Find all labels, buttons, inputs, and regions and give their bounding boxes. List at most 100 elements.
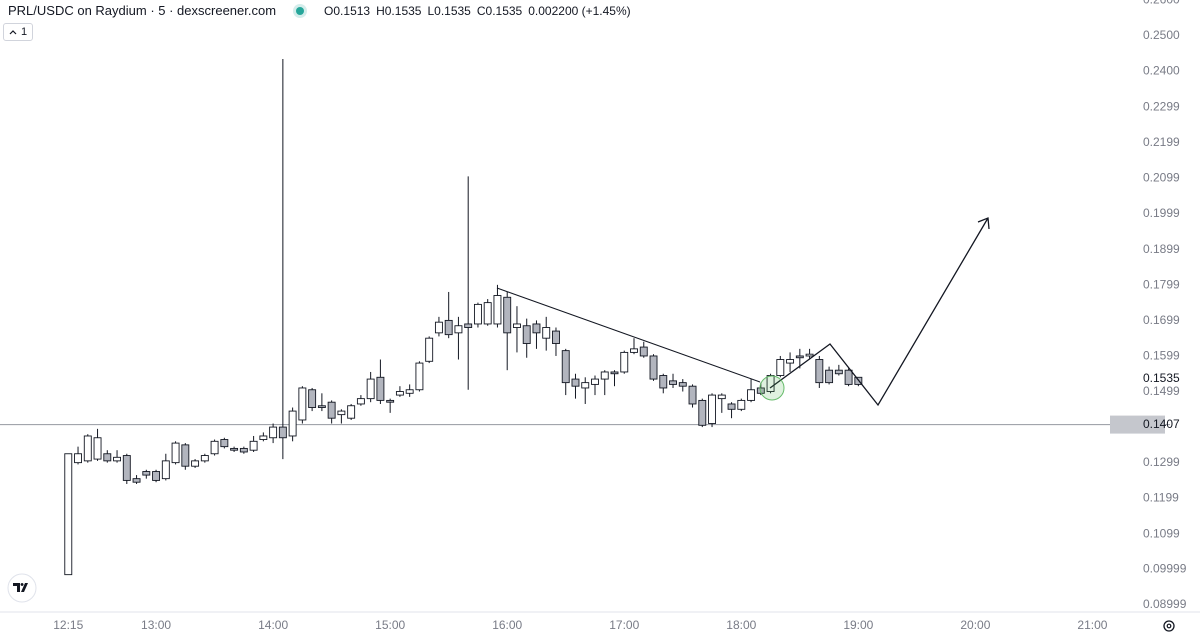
candle-body	[366, 378, 375, 400]
candle-body	[386, 399, 395, 403]
candle	[425, 336, 434, 364]
candle	[356, 395, 365, 406]
candle	[337, 409, 346, 424]
candle-body	[317, 405, 326, 408]
candle	[717, 393, 726, 413]
candle-body	[122, 455, 131, 481]
ohlc-item: L0.1535	[427, 4, 471, 18]
ohlc-item: H0.1535	[376, 4, 422, 18]
candle-body	[766, 375, 775, 392]
candle	[249, 435, 258, 452]
candle-body	[200, 455, 209, 462]
candle	[561, 348, 570, 396]
candle-body	[230, 447, 239, 451]
candle-body	[249, 440, 258, 451]
candle-body	[727, 403, 736, 410]
candle	[649, 354, 658, 381]
candle-body	[708, 394, 716, 424]
candle-body	[542, 327, 551, 339]
candle-body	[639, 346, 648, 357]
candle	[259, 432, 268, 442]
candle-body	[327, 401, 336, 419]
candle	[766, 373, 775, 394]
candle-body	[825, 369, 834, 384]
chevron	[9, 30, 17, 35]
candle	[571, 373, 580, 399]
candle-body	[747, 389, 756, 401]
candle-body	[395, 391, 404, 396]
candle-body	[239, 447, 248, 453]
candle	[600, 370, 609, 396]
candle-body	[454, 325, 463, 334]
candle-body	[552, 330, 560, 344]
candle-body	[425, 337, 434, 362]
candle	[513, 306, 521, 353]
candle	[308, 387, 317, 412]
ohlc-item: 0.002200 (+1.45%)	[528, 4, 631, 18]
ohlc-legend: O0.1513 H0.1535 L0.1535 C0.1535 0.002200 (+1…	[324, 3, 637, 18]
candle-body	[776, 359, 785, 376]
candle-body	[415, 362, 424, 391]
candle	[522, 318, 531, 358]
candle-body	[83, 435, 92, 462]
candle-body	[473, 303, 482, 325]
candle	[473, 302, 482, 328]
x-tick-label: 21:00	[1077, 618, 1107, 632]
candle-body	[688, 385, 697, 405]
candle-body	[620, 351, 629, 373]
candle-body	[786, 359, 795, 364]
candle-body	[717, 394, 726, 400]
candle-body	[132, 478, 141, 483]
candle	[844, 368, 853, 387]
candle	[795, 348, 804, 369]
candle-body	[630, 348, 638, 353]
candle-body	[591, 378, 599, 385]
plot-area	[0, 59, 1170, 576]
y-tick-label: 0.2299	[1143, 100, 1180, 114]
candle-body	[376, 376, 385, 401]
candle-body	[503, 296, 512, 334]
candle-body	[737, 399, 746, 410]
y-tick-label: 0.1899	[1143, 242, 1180, 256]
candle-body	[161, 460, 170, 480]
candle	[64, 453, 73, 576]
candle	[210, 439, 219, 456]
highlight-circle	[759, 375, 785, 401]
candle	[220, 437, 229, 449]
candle-body	[659, 375, 668, 389]
x-tick-label: 16:00	[492, 618, 522, 632]
candle	[132, 475, 141, 484]
candle-body	[600, 371, 609, 380]
candle	[239, 446, 248, 454]
candle	[386, 398, 395, 413]
candle	[103, 450, 112, 463]
candle	[708, 393, 716, 428]
x-tick-label: 14:00	[258, 618, 288, 632]
candle	[815, 355, 824, 388]
candle-body	[64, 453, 73, 576]
x-tick-label: 17:00	[609, 618, 639, 632]
candle-body	[93, 437, 102, 460]
settings-icon[interactable]	[1163, 620, 1175, 632]
candle	[834, 364, 843, 376]
candle-body	[269, 426, 278, 439]
candle	[493, 284, 502, 328]
candle-body	[532, 323, 541, 334]
chart-title: PRL/USDC on Raydium · 5 · dexscreener.co…	[8, 3, 277, 18]
candle	[395, 386, 404, 397]
x-tick-label: 18:00	[726, 618, 756, 632]
candle-body	[678, 382, 687, 387]
candle-body	[74, 453, 82, 464]
x-tick-label: 13:00	[141, 618, 171, 632]
candle	[298, 386, 307, 424]
y-tick-label: 0.1599	[1143, 348, 1180, 362]
candle-body	[259, 435, 268, 440]
candle	[678, 379, 687, 392]
candle	[366, 371, 375, 403]
interval-button[interactable]: 1	[3, 23, 34, 41]
chart-header: PRL/USDC on Raydium · 5 · dexscreener.co…	[8, 3, 637, 18]
candle-body	[571, 378, 580, 387]
candle-body	[844, 369, 853, 385]
candle	[503, 291, 512, 371]
candle-body	[493, 295, 502, 325]
